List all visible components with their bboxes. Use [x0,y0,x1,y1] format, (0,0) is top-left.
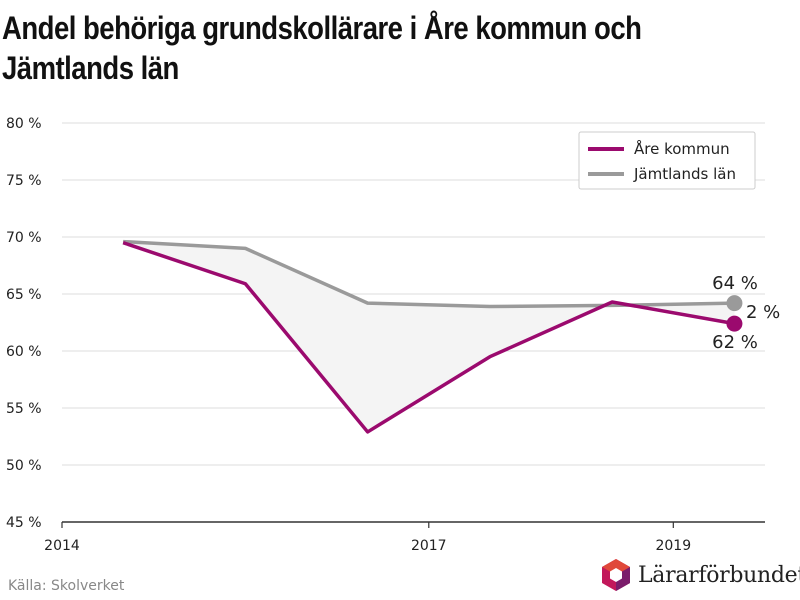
legend-label-jamtland: Jämtlands län [633,165,736,183]
legend-label-are: Åre kommun [634,139,730,158]
hexagon-logo-icon [602,559,630,591]
difference-fill-layer [123,241,735,432]
x-tick-label: 2019 [655,538,691,554]
end-label-bottom: 62 % [712,332,758,353]
series-line-are [122,241,735,434]
end-point-jamtland [726,295,743,312]
y-tick-label: 45 % [6,515,42,531]
difference-area [123,241,735,432]
x-tick-label: 2017 [411,538,447,554]
end-point-are [726,315,743,332]
y-tick-label: 60 % [6,344,42,360]
y-tick-label: 75 % [6,173,42,189]
y-tick-label: 55 % [6,401,42,417]
logo-text: Lärarförbundet [638,562,800,588]
end-label-middle: 2 % [746,302,780,323]
end-label-layer: 64 % 2 % 62 % [712,273,780,353]
chart-title: Andel behöriga grundskollärare i Åre kom… [2,10,642,86]
y-tick-label: 50 % [6,458,42,474]
y-tick-label: 80 % [6,116,42,132]
x-axis: 2014 2017 2019 [44,521,765,554]
series-layer [122,239,743,434]
y-tick-label: 70 % [6,230,42,246]
legend: Åre kommun Jämtlands län [578,131,756,190]
x-tick-label: 2014 [44,538,80,554]
y-tick-label: 65 % [6,287,42,303]
source-note: Källa: Skolverket [8,578,125,594]
end-label-top: 64 % [712,273,758,294]
brand-logo: Lärarförbundet [600,558,800,592]
